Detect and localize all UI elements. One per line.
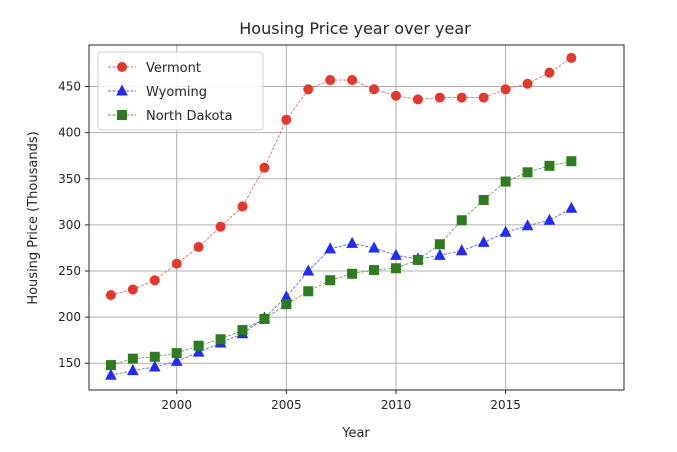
- data-point: [149, 275, 160, 286]
- data-point: [171, 258, 182, 269]
- legend-label: Vermont: [146, 61, 201, 76]
- data-point: [127, 353, 138, 364]
- data-point: [215, 334, 226, 345]
- data-point: [347, 75, 358, 86]
- data-point: [347, 268, 358, 279]
- data-point: [105, 289, 116, 300]
- data-point: [543, 213, 556, 225]
- data-point: [522, 78, 533, 89]
- y-axis-label: Housing Price (Thousands): [26, 131, 41, 304]
- data-point: [259, 313, 270, 324]
- data-point: [522, 167, 533, 178]
- plot-series: [105, 52, 578, 380]
- y-tick-label: 150: [58, 356, 81, 370]
- y-tick-label: 250: [58, 264, 81, 278]
- series-line: [110, 160, 572, 366]
- data-point: [237, 201, 248, 212]
- data-point: [456, 92, 467, 103]
- data-point: [171, 348, 182, 359]
- data-point: [281, 114, 292, 125]
- data-point: [193, 242, 204, 253]
- x-tick-label: 2015: [490, 398, 521, 412]
- data-point: [544, 160, 555, 171]
- data-point: [565, 201, 578, 213]
- data-point: [127, 284, 138, 295]
- data-point: [478, 194, 489, 205]
- data-point: [170, 354, 183, 366]
- data-point: [148, 360, 161, 372]
- data-point: [566, 156, 577, 167]
- data-point: [325, 275, 336, 286]
- data-point: [237, 325, 248, 336]
- data-point: [544, 67, 555, 78]
- y-tick-label: 200: [58, 310, 81, 324]
- x-tick-label: 2005: [271, 398, 302, 412]
- data-point: [325, 75, 336, 86]
- data-point: [390, 248, 402, 260]
- data-point: [500, 176, 511, 187]
- data-point: [281, 299, 292, 310]
- data-point: [303, 84, 314, 95]
- data-point: [521, 219, 534, 231]
- data-point: [478, 92, 489, 103]
- series-wyoming: [105, 201, 578, 380]
- data-point: [193, 340, 204, 351]
- legend-entry: Vermont: [108, 61, 201, 76]
- data-point: [369, 84, 380, 95]
- series-vermont: [105, 52, 577, 300]
- x-axis-label: Year: [341, 426, 370, 441]
- data-point: [259, 162, 270, 173]
- legend-label: Wyoming: [146, 85, 207, 100]
- data-point: [434, 239, 445, 250]
- x-tick-label: 2010: [381, 398, 412, 412]
- data-point: [303, 286, 314, 297]
- data-point: [390, 90, 401, 101]
- data-point: [215, 221, 226, 232]
- legend-marker: [116, 84, 128, 96]
- legend-entry: North Dakota: [108, 109, 233, 124]
- data-point: [455, 244, 468, 256]
- data-point: [369, 265, 380, 276]
- data-point: [127, 364, 139, 376]
- data-point: [500, 84, 511, 95]
- data-point: [499, 225, 512, 237]
- data-point: [566, 52, 577, 63]
- legend-label: North Dakota: [146, 109, 233, 124]
- data-point: [412, 94, 423, 105]
- data-point: [390, 263, 401, 274]
- series-line: [110, 207, 572, 376]
- series-line: [110, 57, 572, 296]
- y-tick-label: 400: [58, 126, 81, 140]
- data-point: [433, 248, 446, 260]
- data-point: [477, 235, 490, 247]
- data-point: [412, 254, 423, 265]
- y-tick-label: 350: [58, 172, 81, 186]
- y-tick-label: 450: [58, 80, 81, 94]
- x-tick-label: 2000: [161, 398, 192, 412]
- y-tick-label: 300: [58, 218, 81, 232]
- legend-box: [97, 51, 264, 131]
- data-point: [105, 368, 117, 380]
- legend-marker: [117, 110, 127, 120]
- data-point: [346, 236, 358, 248]
- legend-entry: Wyoming: [108, 84, 207, 100]
- data-point: [368, 241, 380, 253]
- plot-frame: [88, 44, 625, 391]
- data-point: [192, 345, 205, 357]
- legend: Vermont Wyoming North Dakota: [97, 51, 264, 131]
- data-point: [434, 92, 445, 103]
- data-point: [302, 264, 315, 276]
- data-point: [324, 242, 337, 254]
- chart-title: Housing Price year over year: [239, 19, 471, 38]
- data-point: [456, 215, 467, 226]
- data-point: [105, 360, 116, 371]
- data-point: [149, 351, 160, 362]
- legend-marker: [117, 62, 127, 72]
- series-north-dakota: [105, 156, 577, 371]
- axis-ticks: 2000 2005 2010 2015 150 200 250 300 350 400 450: [58, 80, 521, 412]
